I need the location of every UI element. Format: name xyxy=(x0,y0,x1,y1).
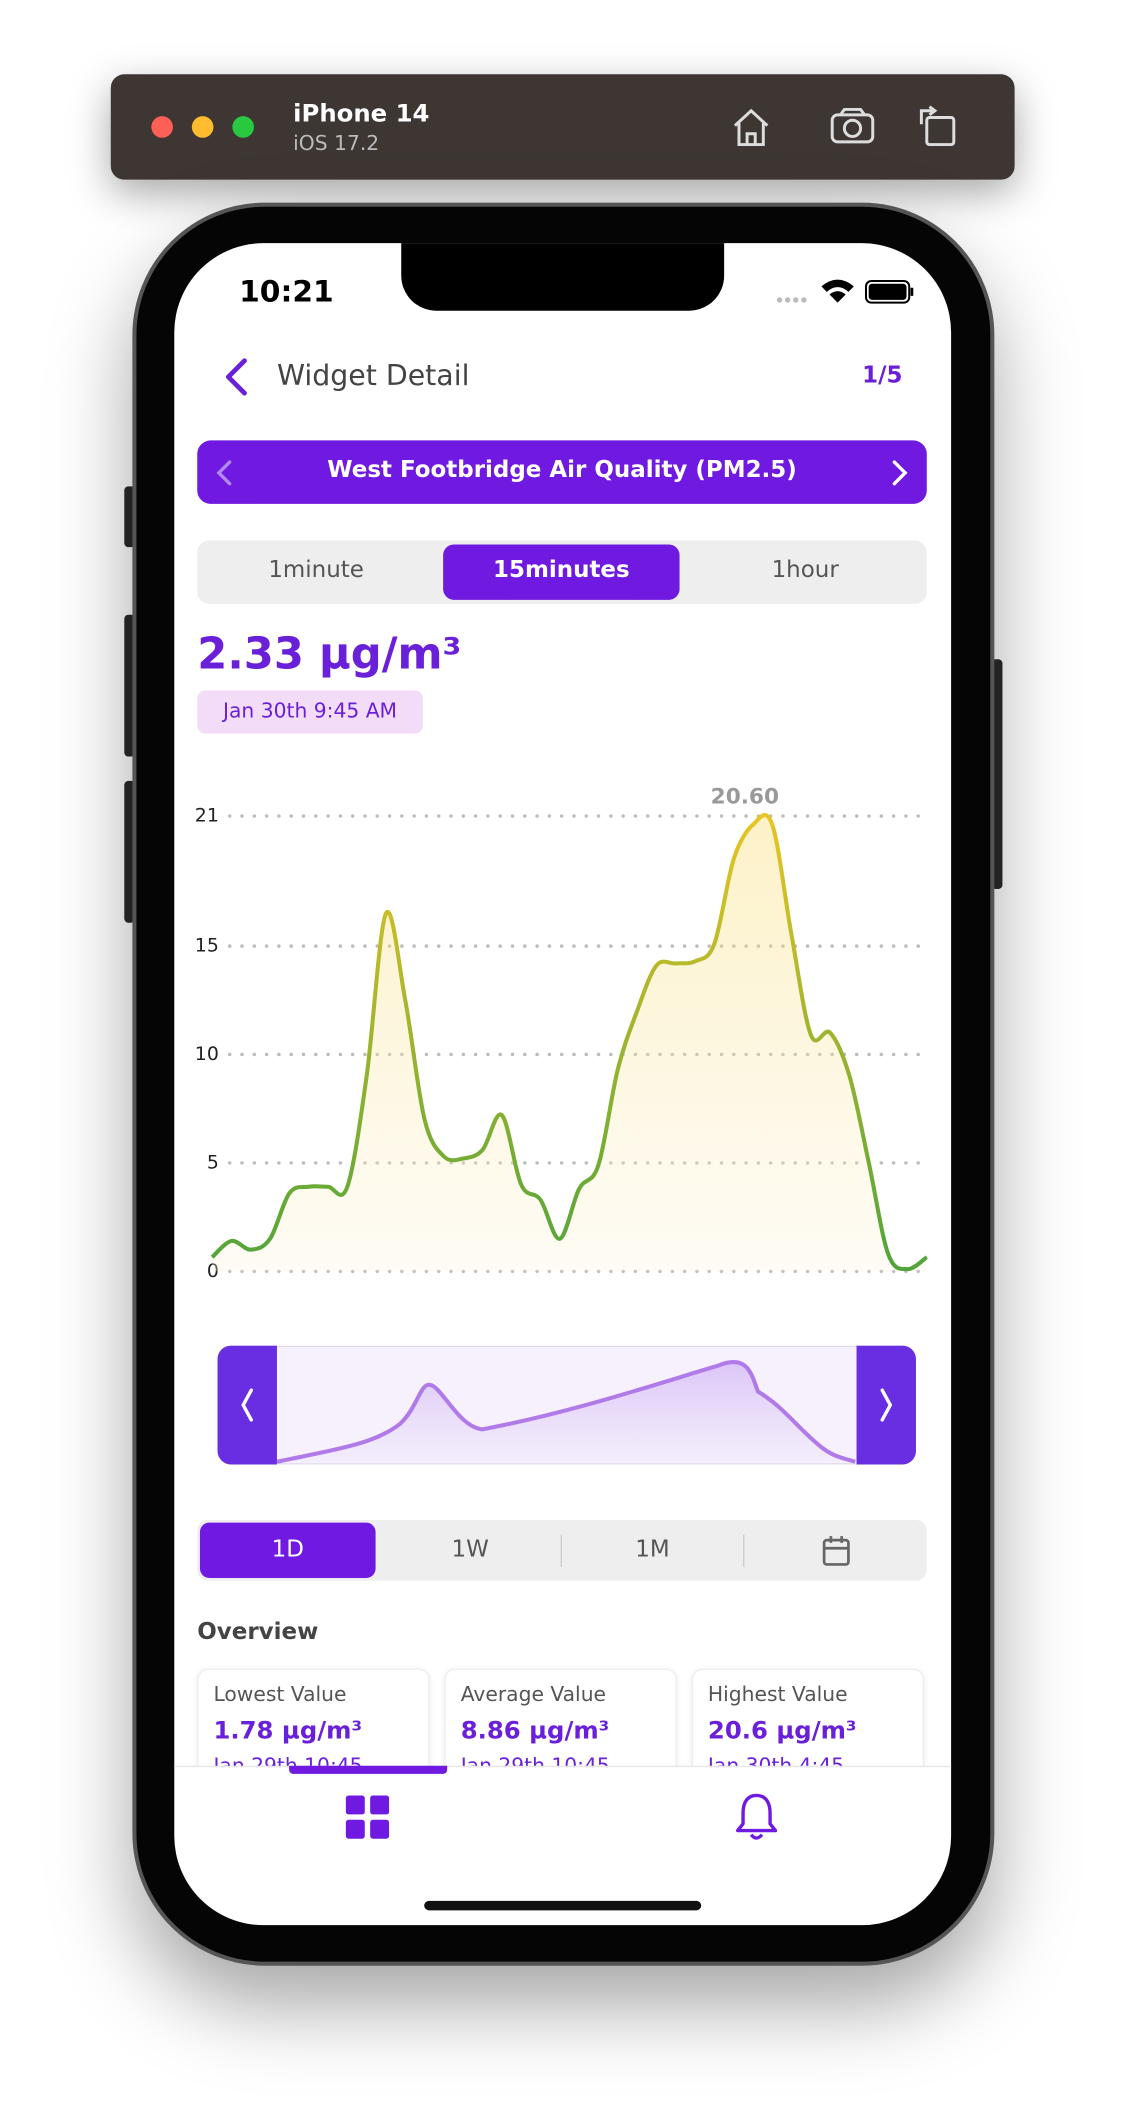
y-tick-label: 5 xyxy=(207,1151,219,1173)
screen-title: Widget Detail xyxy=(276,359,470,392)
stat-label: Average Value xyxy=(460,1681,607,1707)
calendar-button[interactable] xyxy=(820,1533,852,1568)
notifications-tab[interactable] xyxy=(732,1790,781,1844)
stat-label: Lowest Value xyxy=(213,1681,347,1707)
stat-card xyxy=(691,1668,925,1768)
current-value: 2.33 µg/m³ xyxy=(197,628,462,680)
interval-tab-selected[interactable] xyxy=(443,544,680,600)
interval-tab[interactable]: 15minutes xyxy=(492,556,630,584)
line-chart: 0510152120.60 xyxy=(195,785,929,1282)
window-bar xyxy=(110,74,1015,180)
y-tick-label: 10 xyxy=(195,1043,219,1065)
tab-indicator xyxy=(289,1765,448,1774)
overview-title: Overview xyxy=(197,1618,319,1646)
widget-selector xyxy=(197,440,927,504)
stat-card xyxy=(444,1668,677,1768)
stat-value: 1.78 µg/m³ xyxy=(213,1717,363,1746)
prev-widget-button[interactable] xyxy=(208,454,240,492)
navigator-right-handle[interactable] xyxy=(856,1345,916,1465)
notch xyxy=(401,243,725,311)
range-tab[interactable]: 1M xyxy=(635,1536,670,1564)
overview-cards: Lowest Value 1.78 µg/m³ Jan 29th 10:45 A… xyxy=(189,1662,946,1768)
interval-tab[interactable]: 1minute xyxy=(268,556,364,584)
y-tick-label: 15 xyxy=(195,935,219,957)
status-icons xyxy=(776,279,914,304)
side-button xyxy=(124,614,136,757)
dashboard-tab[interactable] xyxy=(345,1794,391,1840)
device-name: iPhone 14 xyxy=(293,99,430,129)
stat-label: Highest Value xyxy=(707,1681,848,1707)
tab-divider xyxy=(743,1534,745,1568)
zoom-button[interactable] xyxy=(232,116,254,138)
range-tab[interactable]: 1W xyxy=(451,1536,489,1564)
range-tab[interactable]: 1D xyxy=(271,1536,304,1564)
area xyxy=(212,815,927,1272)
stat-card xyxy=(197,1668,430,1768)
line xyxy=(210,813,928,1272)
stat-date: Jan 29th 10:45 xyxy=(213,1753,363,1768)
stat-value: 20.6 µg/m³ xyxy=(707,1717,857,1746)
status-time: 10:21 xyxy=(239,275,334,310)
page-indicator: 1/5 xyxy=(862,362,903,390)
navigator-left-handle[interactable] xyxy=(217,1345,277,1465)
side-button xyxy=(991,659,1003,889)
back-button[interactable] xyxy=(216,354,257,400)
y-tick-label: 21 xyxy=(195,805,219,827)
tab-divider xyxy=(560,1534,563,1568)
range-tab-selected[interactable] xyxy=(199,1522,376,1578)
rotate-icon[interactable] xyxy=(919,105,956,147)
stat-date: Jan 29th 10:45 xyxy=(460,1753,610,1768)
close-button[interactable] xyxy=(151,116,173,138)
side-button xyxy=(124,780,136,923)
interval-tab[interactable]: 1hour xyxy=(771,556,839,584)
stat-value: 8.86 µg/m³ xyxy=(460,1717,610,1746)
home-indicator xyxy=(424,1900,702,1911)
next-widget-button[interactable] xyxy=(884,454,916,492)
timestamp-chip xyxy=(197,690,423,734)
widget-title: West Footbridge Air Quality (PM2.5) xyxy=(327,456,797,484)
tab-bar-border xyxy=(174,1765,952,1768)
minimize-button[interactable] xyxy=(191,116,214,138)
window-icons xyxy=(733,105,956,147)
screenshot-icon[interactable] xyxy=(830,107,875,144)
home-icon[interactable] xyxy=(733,108,769,147)
side-button xyxy=(124,486,136,548)
stat-date: Jan 30th 4:45 xyxy=(707,1753,845,1768)
value-label: 20.60 xyxy=(711,785,779,810)
range-navigator[interactable] xyxy=(217,1345,916,1465)
timestamp: Jan 30th 9:45 AM xyxy=(223,698,398,723)
os-version: iOS 17.2 xyxy=(293,131,380,156)
